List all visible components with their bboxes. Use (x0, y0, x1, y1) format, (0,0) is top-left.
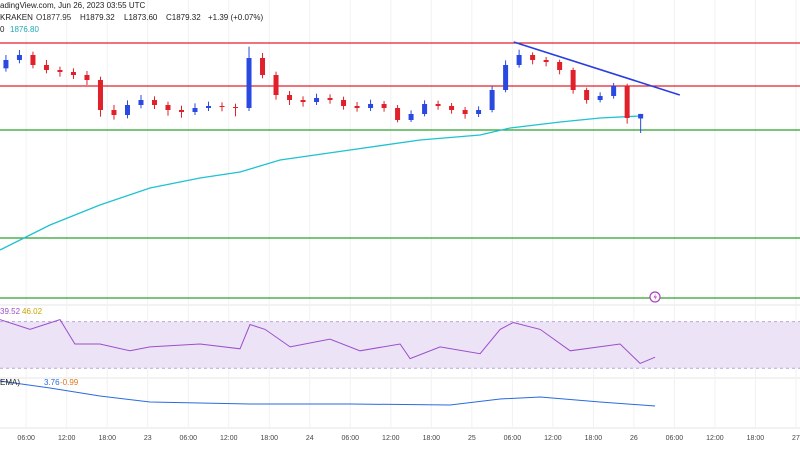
header-change: +1.39 (+0.07%) (208, 13, 263, 22)
candle-body (57, 70, 63, 72)
candle-body (246, 58, 252, 108)
candle-body (557, 62, 563, 70)
x-tick-label: 26 (630, 435, 638, 442)
trend-line (513, 41, 681, 96)
x-tick-label: 27 (792, 435, 800, 442)
x-tick-label: 12:00 (58, 435, 76, 442)
candle-body (233, 107, 239, 108)
x-tick-label: 18:00 (423, 435, 441, 442)
x-tick-label: 23 (144, 435, 152, 442)
macd-name: EMA) (0, 378, 20, 387)
rsi-line (0, 319, 656, 364)
candle-body (408, 114, 414, 120)
candle-body (462, 110, 468, 114)
candle-body (543, 60, 549, 62)
ma-value: 1876.80 (10, 25, 39, 34)
macd-signal: -0.99 (60, 378, 79, 387)
header-source: adingView.com, Jun 26, 2023 03:55 UTC (0, 1, 146, 10)
candle-body (43, 65, 49, 70)
candle-body (124, 105, 130, 115)
x-tick-label: 18:00 (261, 435, 279, 442)
header-close: C1879.32 (166, 13, 201, 22)
candle-body (597, 96, 603, 100)
x-tick-label: 12:00 (706, 435, 724, 442)
x-tick-label: 18:00 (98, 435, 116, 442)
candle-body (30, 55, 36, 65)
x-tick-label: 06:00 (504, 435, 522, 442)
candle-body (206, 106, 212, 108)
candle-body (97, 80, 103, 110)
header-low: L1873.60 (124, 13, 158, 22)
candle-body (273, 75, 279, 95)
candle-body (287, 95, 293, 100)
x-tick-label: 25 (468, 435, 476, 442)
candle-body (449, 106, 455, 110)
x-tick-label: 24 (306, 435, 314, 442)
marks: 06:00 12:00 18:00 23 06:00 12:00 18:00 24 06:00 1… (0, 41, 800, 442)
candle-body (476, 110, 482, 114)
candle-body (178, 110, 184, 112)
candle-body (327, 98, 333, 100)
candle-body (300, 100, 306, 102)
candle-body (503, 65, 509, 90)
candle-body (341, 100, 347, 106)
rsi-ma-value: 46.02 (22, 307, 43, 316)
candle-body (368, 104, 374, 108)
macd-line (0, 380, 656, 407)
candle-body (611, 86, 617, 96)
candle-body (354, 106, 360, 108)
macd-value: 3.76 (44, 378, 60, 387)
candle-body (3, 60, 9, 69)
alert-icon[interactable] (649, 291, 661, 303)
candle-body (84, 75, 90, 80)
candle-body (516, 55, 522, 65)
candle-body (260, 58, 266, 75)
candle-body (530, 55, 536, 60)
x-tick-label: 12:00 (382, 435, 400, 442)
candle-body (219, 106, 225, 107)
x-tick-label: 12:00 (220, 435, 238, 442)
rsi-band (0, 321, 800, 369)
x-tick-label: 18:00 (747, 435, 765, 442)
candle-body (151, 100, 157, 105)
x-tick-label: 18:00 (585, 435, 603, 442)
candle-body (584, 90, 590, 100)
rsi-value: 39.52 (0, 307, 21, 316)
x-tick-label: 06:00 (666, 435, 684, 442)
candle-body (638, 113, 644, 119)
candle-body (489, 90, 495, 110)
x-tick-label: 06:00 (17, 435, 35, 442)
header-exchange: KRAKEN (0, 13, 33, 22)
candle-body (381, 104, 387, 108)
x-tick-label: 12:00 (544, 435, 562, 442)
candle-body (165, 105, 171, 110)
candle-body (570, 70, 576, 90)
candle-body (192, 108, 198, 112)
header-open: O1877.95 (36, 13, 72, 22)
x-tick-label: 06:00 (342, 435, 360, 442)
candle-body (395, 108, 401, 120)
header-high: H1879.32 (80, 13, 115, 22)
moving-average (0, 115, 641, 251)
x-tick-label: 06:00 (179, 435, 197, 442)
candle-body (422, 104, 428, 114)
candle-body (435, 104, 441, 106)
candle-body (16, 55, 22, 60)
candle-body (314, 98, 320, 102)
candle-body (138, 100, 144, 105)
candle-body (624, 86, 630, 118)
candle-body (70, 72, 76, 75)
ma-prefix: 0 (0, 25, 5, 34)
candle-body (111, 110, 117, 115)
